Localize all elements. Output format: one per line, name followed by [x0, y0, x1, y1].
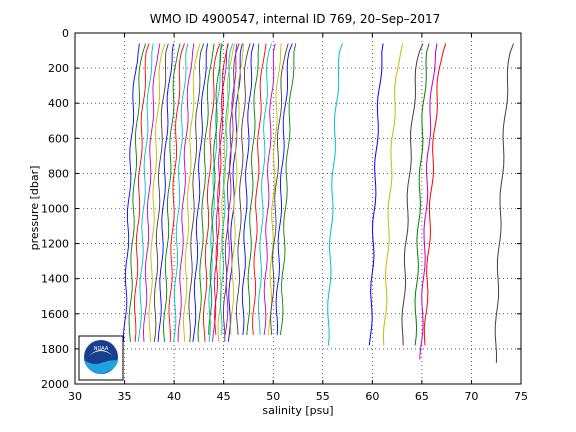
x-axis: 30 35 40 45 50 55 60 65 70 75	[68, 33, 528, 403]
salinity-profile-line	[157, 43, 174, 342]
salinity-profile-line	[268, 43, 282, 335]
salinity-profile-line	[327, 43, 343, 346]
salinity-profile-line	[241, 43, 255, 335]
salinity-profile-line	[401, 43, 424, 346]
salinity-profile-line	[128, 43, 147, 342]
salinity-profile-line	[212, 43, 229, 342]
y-tick-label: 200	[48, 62, 69, 75]
profiles	[123, 43, 515, 363]
y-axis: 0 200 400 600 800 1000 1200 1400 1600 1800 2000	[41, 27, 521, 391]
y-tick-label: 2000	[41, 378, 69, 391]
logo-lettering: NOAA	[94, 346, 109, 352]
y-tick-label: 400	[48, 97, 69, 110]
noaa-logo: NOAA	[78, 335, 124, 381]
salinity-profile-line	[224, 43, 238, 335]
plot-area	[75, 33, 521, 384]
y-tick-label: 800	[48, 167, 69, 180]
salinity-profile-line	[163, 43, 181, 342]
salinity-profile-line	[208, 43, 222, 335]
salinity-profile-line	[217, 43, 235, 342]
y-tick-label: 600	[48, 132, 69, 145]
salinity-profile-line	[275, 43, 293, 335]
y-tick-label: 1600	[41, 308, 69, 321]
chart-title: WMO ID 4900547, internal ID 769, 20–Sep–…	[150, 12, 441, 26]
x-tick-label: 35	[118, 390, 132, 403]
x-tick-label: 70	[464, 390, 478, 403]
salinity-profile-line	[230, 43, 245, 335]
x-tick-label: 65	[415, 390, 429, 403]
salinity-profile-line	[137, 43, 154, 342]
salinity-profile-line	[257, 43, 272, 335]
salinity-profile-line	[133, 43, 150, 342]
x-tick-label: 55	[316, 390, 330, 403]
y-tick-label: 1800	[41, 343, 69, 356]
salinity-profile-line	[188, 43, 205, 342]
salinity-profile-line	[219, 43, 234, 335]
salinity-profile-line	[183, 43, 201, 342]
salinity-profile-line	[423, 43, 447, 346]
y-tick-label: 1000	[41, 203, 69, 216]
x-tick-label: 75	[514, 390, 528, 403]
x-tick-label: 40	[167, 390, 181, 403]
salinity-profile-line	[252, 43, 267, 335]
x-tick-label: 60	[365, 390, 379, 403]
salinity-profile-line	[214, 43, 229, 335]
salinity-profile-line	[168, 43, 185, 342]
salinity-profile-line	[202, 43, 221, 342]
salinity-profile-line	[197, 43, 215, 342]
x-tick-label: 50	[266, 390, 280, 403]
y-axis-label: pressure [dbar]	[28, 166, 41, 251]
salinity-profile-line	[382, 43, 404, 346]
salinity-profile-line	[235, 43, 251, 335]
y-tick-label: 1400	[41, 273, 69, 286]
salinity-profile-line	[222, 43, 240, 342]
salinity-profile-line	[279, 43, 297, 335]
x-tick-label: 30	[68, 390, 82, 403]
salinity-profile-line	[177, 43, 195, 342]
salinity-profile-line	[419, 43, 438, 360]
salinity-profile-line	[173, 43, 189, 342]
y-tick-label: 0	[62, 27, 69, 40]
salinity-profile-line	[368, 43, 384, 346]
salinity-profile-line	[414, 43, 430, 346]
salinity-profile-line	[246, 43, 260, 335]
salinity-profile-line	[263, 43, 276, 335]
salinity-profile-line	[148, 43, 166, 342]
salinity-profile-line	[143, 43, 161, 342]
x-axis-label: salinity [psu]	[262, 404, 333, 417]
salinity-profile-line	[123, 43, 140, 342]
salinity-profile-line	[494, 43, 515, 363]
x-tick-label: 45	[217, 390, 231, 403]
y-tick-label: 1200	[41, 238, 69, 251]
salinity-profile-line	[153, 43, 169, 342]
salinity-profile-line	[270, 43, 289, 335]
salinity-profile-line	[192, 43, 209, 342]
